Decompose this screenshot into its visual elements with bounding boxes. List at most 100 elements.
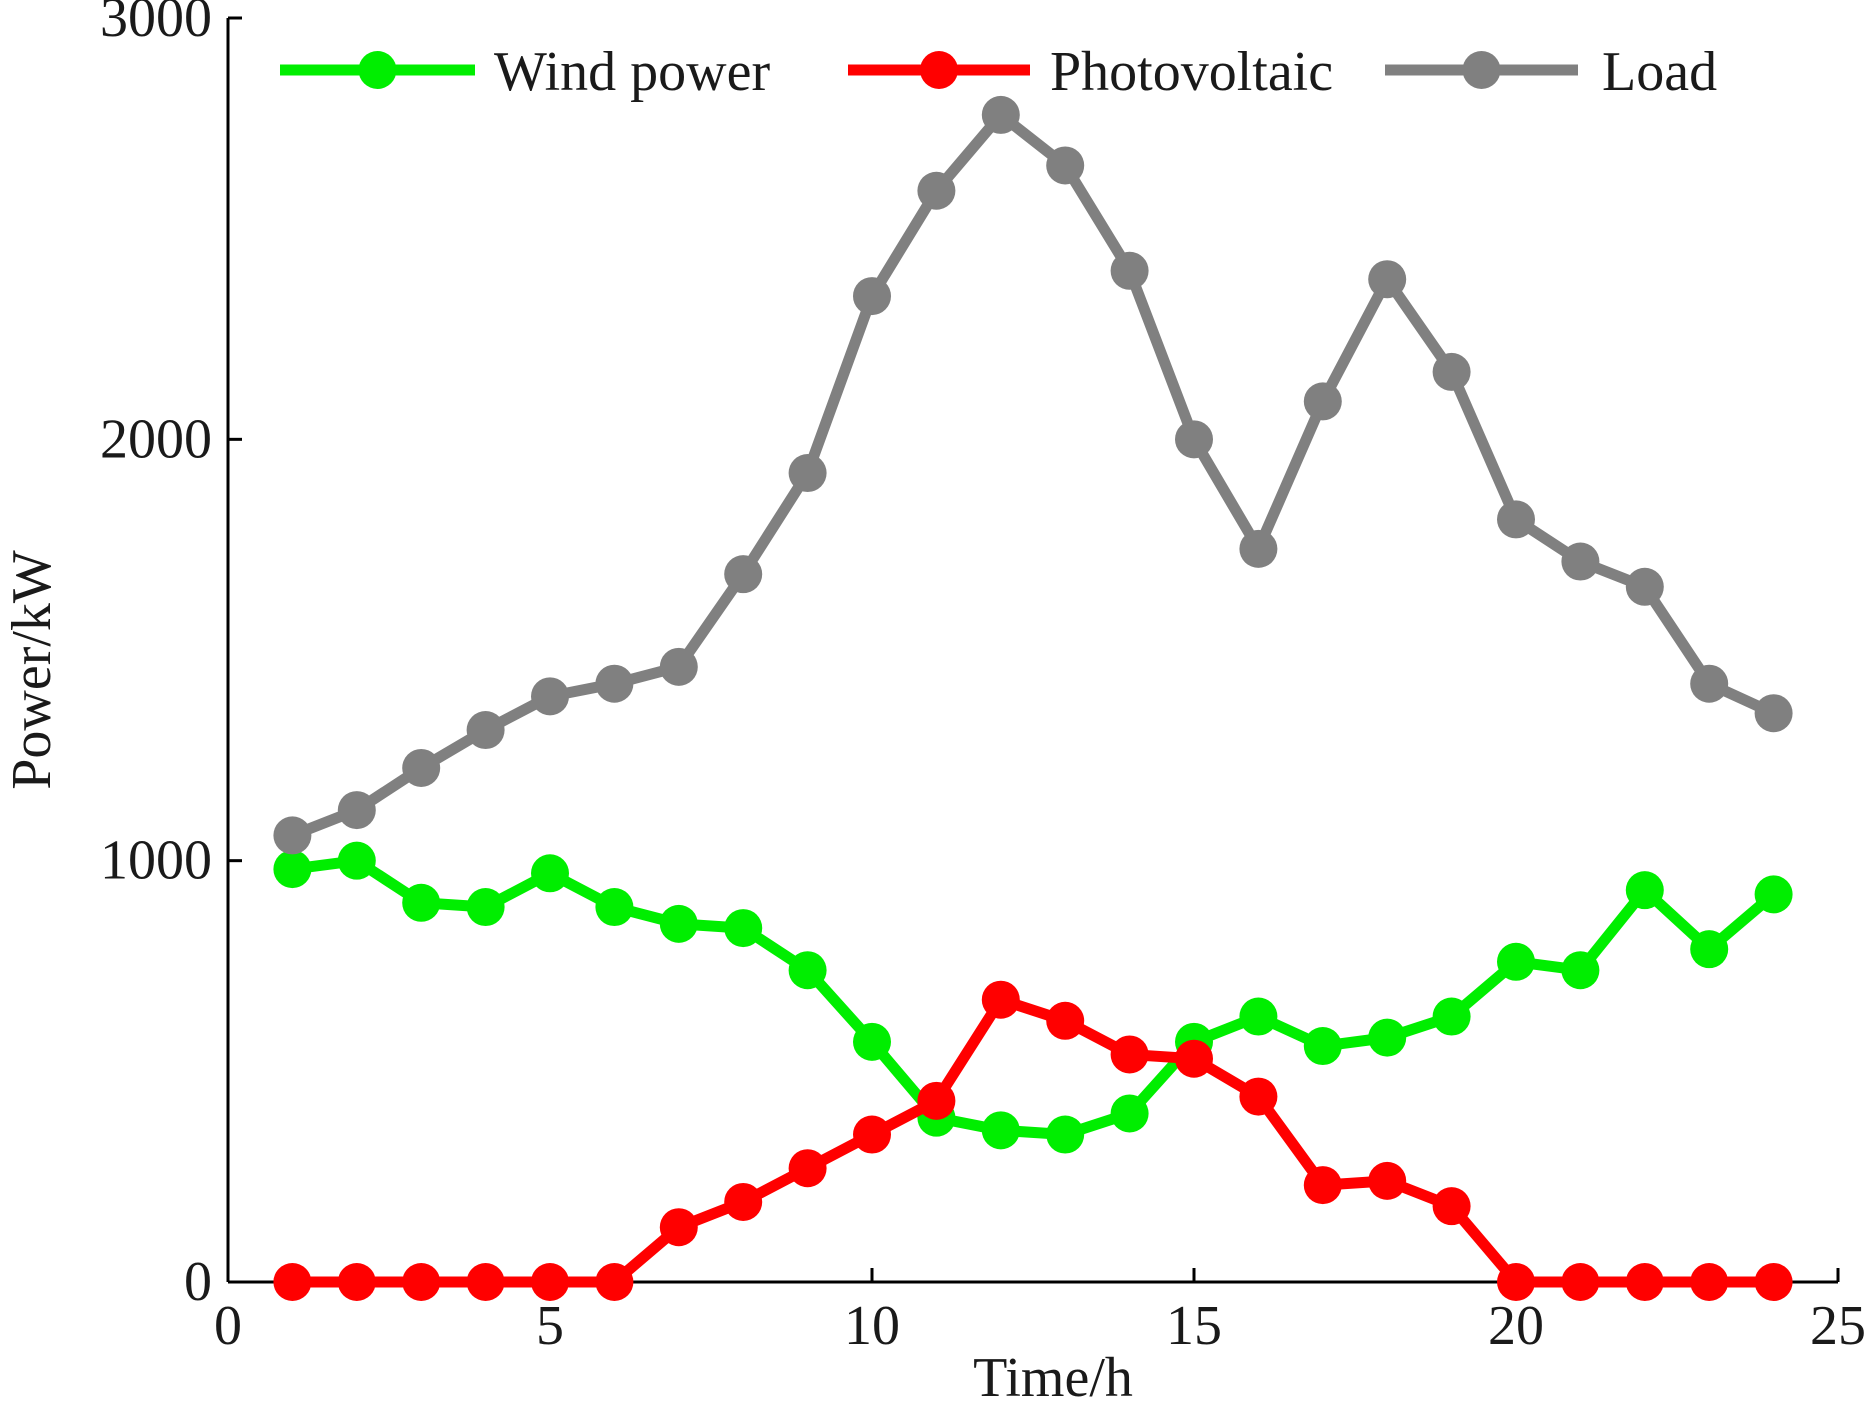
series-photovoltaic (273, 980, 1793, 1301)
x-axis-title: Time/h (973, 1347, 1133, 1408)
legend-item-wind-power: Wind power (280, 41, 770, 103)
data-point-load (1110, 251, 1149, 290)
ticks: 0 5 10 15 20 25 0 1000 2000 3000 (100, 0, 1866, 1357)
data-point-wind-power (1239, 997, 1278, 1036)
data-point-photovoltaic (273, 1263, 312, 1301)
data-point-wind-power (531, 854, 569, 893)
data-point-load (981, 95, 1020, 134)
x-tick-label: 25 (1810, 1295, 1866, 1357)
data-point-load (788, 454, 827, 493)
data-point-wind-power (1561, 951, 1600, 990)
data-point-photovoltaic (1303, 1166, 1342, 1205)
data-point-photovoltaic (1368, 1161, 1407, 1200)
data-point-photovoltaic (659, 1208, 698, 1247)
data-point-photovoltaic (1046, 1001, 1085, 1040)
legend-label: Load (1602, 41, 1717, 103)
data-point-photovoltaic (1754, 1263, 1793, 1301)
legend-item-load: Load (1385, 41, 1717, 103)
data-point-load (1497, 500, 1535, 539)
y-tick-label: 3000 (100, 0, 212, 49)
data-point-wind-power (402, 883, 441, 922)
data-point-photovoltaic (1690, 1263, 1729, 1301)
data-point-load (1046, 146, 1085, 185)
x-tick-label: 15 (1166, 1295, 1222, 1357)
data-point-wind-power (1368, 1018, 1407, 1057)
data-point-wind-power (724, 909, 763, 948)
series-line-photovoltaic (286, 994, 1780, 1288)
data-point-wind-power (853, 1022, 891, 1061)
x-tick-label: 10 (844, 1295, 900, 1357)
data-point-wind-power (1625, 871, 1664, 910)
data-point-load (273, 816, 312, 855)
x-tick-label: 0 (214, 1295, 242, 1357)
data-point-load (724, 555, 763, 594)
data-point-load (1625, 567, 1664, 606)
data-point-load (595, 664, 634, 703)
data-point-load (917, 171, 956, 210)
series-line-wind-power (286, 855, 1780, 1141)
data-point-photovoltaic (337, 1263, 376, 1301)
data-point-load (1432, 352, 1471, 391)
series (273, 95, 1793, 1301)
data-point-load (466, 711, 505, 750)
x-tick-label: 5 (536, 1295, 564, 1357)
data-point-wind-power (1690, 930, 1729, 969)
data-point-photovoltaic (917, 1081, 956, 1120)
legend-swatch-marker (358, 51, 397, 89)
legend: Wind power Photovoltaic Load (280, 41, 1717, 103)
data-point-wind-power (595, 888, 634, 927)
data-point-load (853, 277, 891, 316)
y-axis-title: Power/kW (1, 550, 63, 790)
data-point-load (1368, 260, 1407, 299)
data-point-photovoltaic (402, 1263, 441, 1301)
data-point-photovoltaic (595, 1263, 634, 1301)
data-point-photovoltaic (788, 1149, 827, 1188)
data-point-wind-power (1303, 1027, 1342, 1066)
data-point-load (531, 677, 569, 716)
data-point-wind-power (273, 850, 312, 889)
data-point-load (659, 647, 698, 686)
y-tick-label: 2000 (100, 408, 212, 470)
x-tick-label: 20 (1488, 1295, 1544, 1357)
data-point-load (1754, 694, 1793, 733)
data-point-photovoltaic (466, 1263, 505, 1301)
data-point-wind-power (1046, 1115, 1085, 1154)
data-point-load (1690, 664, 1729, 703)
data-point-wind-power (659, 904, 698, 943)
data-point-load (1175, 420, 1213, 459)
axes (226, 18, 1838, 1284)
legend-item-photovoltaic: Photovoltaic (848, 41, 1333, 103)
y-tick-label: 1000 (100, 830, 212, 892)
legend-label: Wind power (494, 41, 770, 103)
data-point-load (1239, 529, 1278, 568)
data-point-photovoltaic (1497, 1263, 1535, 1301)
legend-swatch-marker (1462, 51, 1501, 89)
data-point-load (337, 791, 376, 830)
legend-label: Photovoltaic (1050, 41, 1333, 103)
data-point-photovoltaic (1239, 1077, 1278, 1116)
series-load (273, 95, 1793, 855)
series-wind-power (273, 841, 1793, 1154)
data-point-load (1303, 382, 1342, 421)
data-point-wind-power (337, 841, 376, 880)
data-point-wind-power (1754, 875, 1793, 914)
legend-swatch-marker (920, 51, 958, 89)
data-point-photovoltaic (981, 980, 1020, 1019)
data-point-photovoltaic (1432, 1187, 1471, 1226)
data-point-photovoltaic (531, 1263, 569, 1301)
data-point-wind-power (1497, 942, 1535, 981)
data-point-photovoltaic (1561, 1263, 1600, 1301)
data-point-wind-power (1110, 1094, 1149, 1133)
data-point-wind-power (788, 951, 827, 990)
y-tick-label: 0 (184, 1251, 212, 1313)
data-point-photovoltaic (1625, 1263, 1664, 1301)
data-point-load (1561, 542, 1600, 581)
data-point-wind-power (1432, 997, 1471, 1036)
data-point-photovoltaic (1175, 1039, 1213, 1078)
data-point-photovoltaic (853, 1115, 891, 1154)
data-point-load (402, 748, 441, 787)
data-point-photovoltaic (724, 1182, 763, 1221)
series-line-load (286, 109, 1780, 841)
